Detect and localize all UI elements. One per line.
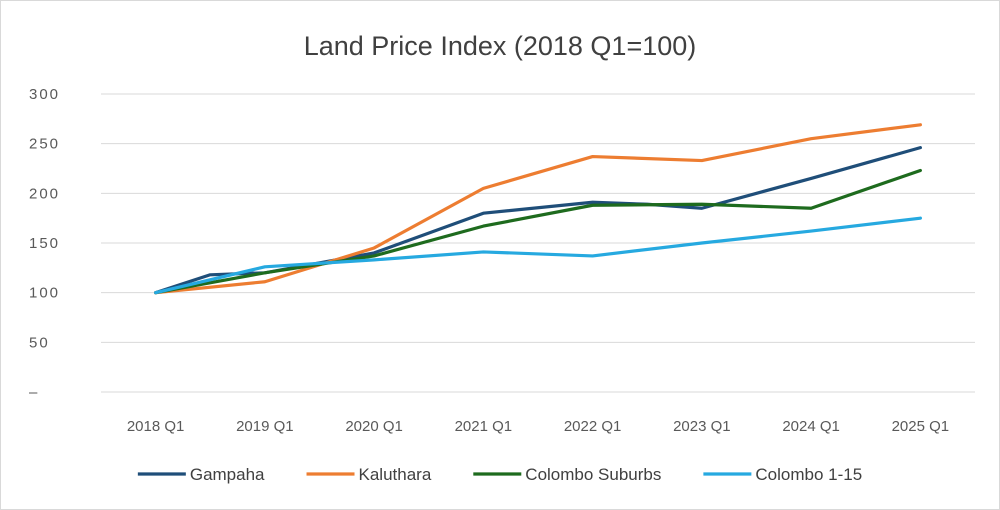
- series-line: [154, 216, 922, 295]
- y-tick-label: 250: [29, 136, 60, 153]
- y-tick-label: 50: [29, 334, 50, 351]
- x-tick-label: 2019 Q1: [236, 418, 294, 435]
- x-tick-label: 2021 Q1: [455, 418, 513, 435]
- y-tick-label: –: [29, 384, 39, 401]
- y-tick-label: 150: [29, 235, 60, 252]
- x-tick-label: 2025 Q1: [892, 418, 950, 435]
- y-tick-label: 100: [29, 285, 60, 302]
- y-tick-label: 300: [29, 86, 60, 103]
- legend-item: Colombo 1-15: [703, 465, 862, 484]
- x-tick-label: 2024 Q1: [782, 418, 840, 435]
- y-axis-ticks: – 50 100 150 200 250 300: [29, 86, 60, 401]
- series-colombo-1-15: [154, 216, 922, 295]
- series-lines: [154, 123, 922, 295]
- legend-item: Colombo Suburbs: [473, 465, 661, 484]
- series-line: [154, 123, 922, 295]
- x-tick-label: 2018 Q1: [127, 418, 185, 435]
- x-tick-label: 2020 Q1: [345, 418, 403, 435]
- legend-item: Gampaha: [137, 465, 265, 484]
- legend-label: Kaluthara: [359, 465, 432, 484]
- legend-label: Gampaha: [190, 465, 265, 484]
- x-axis-ticks: 2018 Q1 2019 Q1 2020 Q1 2021 Q1 2022 Q1 2023 …: [127, 418, 949, 435]
- legend-label: Colombo 1-15: [755, 465, 862, 484]
- y-tick-label: 200: [29, 185, 60, 202]
- legend: Gampaha Kaluthara Colombo Suburbs Colombo 1…: [137, 465, 862, 484]
- gridlines: [101, 93, 975, 393]
- chart-title: Land Price Index (2018 Q1=100): [304, 31, 697, 61]
- series-line: [154, 168, 922, 295]
- x-tick-label: 2022 Q1: [564, 418, 622, 435]
- legend-item: Kaluthara: [306, 465, 432, 484]
- legend-label: Colombo Suburbs: [525, 465, 661, 484]
- x-tick-label: 2023 Q1: [673, 418, 731, 435]
